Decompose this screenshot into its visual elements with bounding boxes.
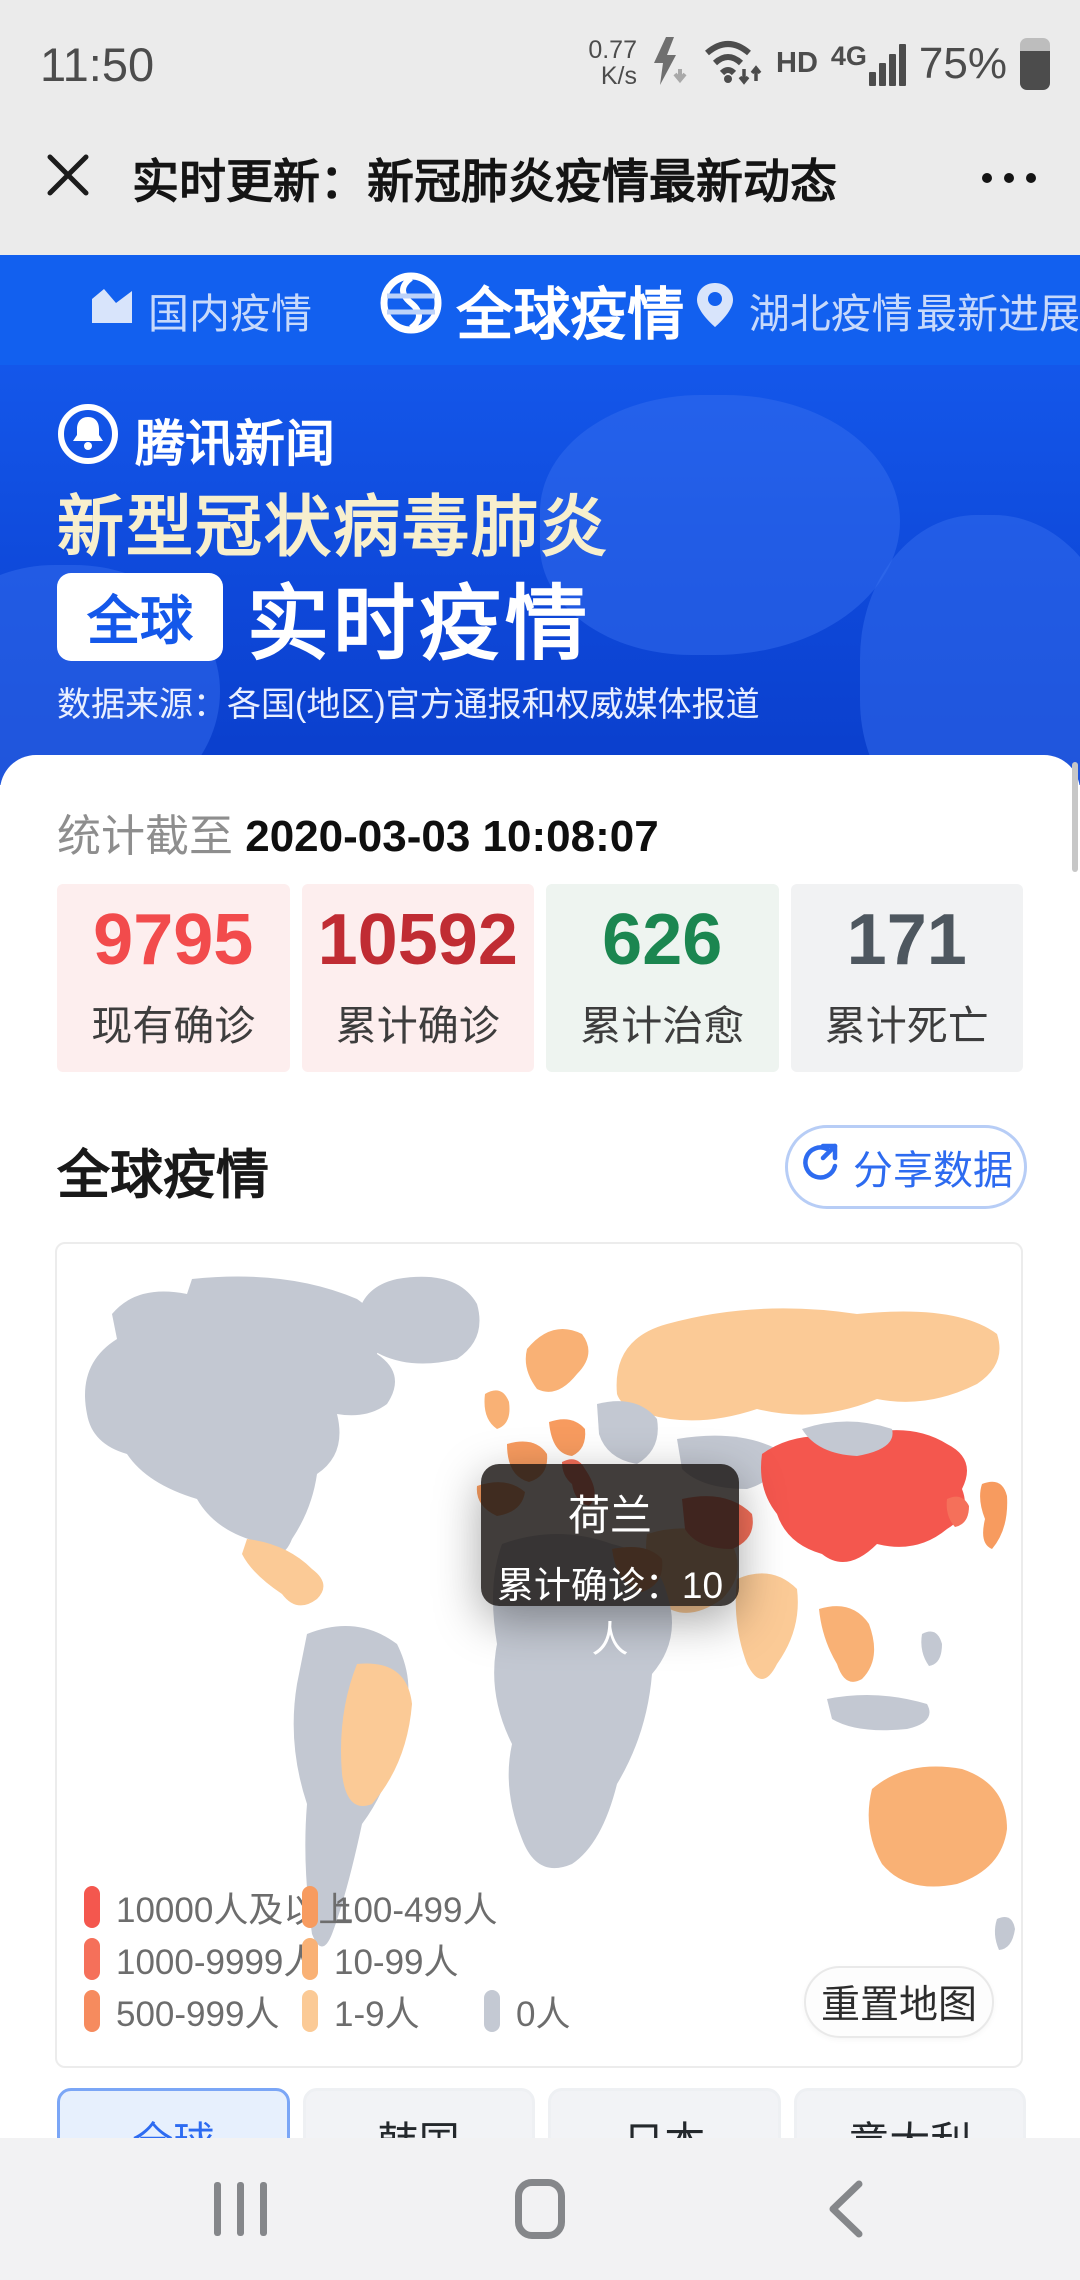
epidemic-nav: 国内疫情 全球疫情 湖北疫情 最新进展: [0, 255, 1080, 365]
scrollbar-thumb[interactable]: [1072, 762, 1078, 872]
browser-title-bar: 实时更新：新冠肺炎疫情最新动态: [0, 100, 1080, 255]
stat-value: 9795: [93, 900, 254, 980]
tencent-news-icon: [57, 403, 119, 477]
pin-icon: [695, 281, 735, 339]
legend-item: 1-9人: [302, 1986, 484, 2036]
tooltip-detail: 累计确诊：10人: [496, 1565, 724, 1660]
summary-stat-cards: 9795 现有确诊 10592 累计确诊 626 累计治愈 171 累计死亡: [57, 884, 1023, 1072]
page-title: 实时更新：新冠肺炎疫情最新动态: [132, 155, 837, 208]
stat-value: 626: [602, 900, 723, 980]
nav-domestic[interactable]: 国内疫情: [90, 280, 312, 340]
clock: 11:50: [40, 38, 155, 91]
legend-item: 10-99人: [302, 1934, 484, 1984]
section-title-global: 全球疫情: [57, 1146, 269, 1205]
stat-value: 171: [846, 900, 967, 980]
brand-name: 腾讯新闻: [135, 416, 335, 472]
stat-label: 累计治愈: [580, 1003, 745, 1049]
legend-item: 0人: [484, 1986, 614, 2036]
battery-percent: 75%: [918, 38, 1007, 88]
map-legend: 10000人及以上 100-499人 1000-9999人 10-99人 500…: [84, 1882, 614, 2036]
stat-label: 累计确诊: [335, 1003, 500, 1049]
net-speed: 0.77 K/s: [588, 36, 637, 90]
hero-banner: 腾讯新闻 新型冠状病毒肺炎 全球 实时疫情 数据来源：各国(地区)官方通报和权威…: [0, 365, 1080, 785]
stat-card-total-deaths: 171 累计死亡: [790, 884, 1023, 1072]
legend-item: 10000人及以上: [84, 1882, 353, 1932]
hero-headline: 新型冠状病毒肺炎: [57, 490, 609, 565]
wifi-icon: [701, 35, 763, 92]
data-source-note: 数据来源：各国(地区)官方通报和权威媒体报道: [57, 686, 760, 724]
stat-label: 现有确诊: [91, 1003, 256, 1049]
share-circle-arrow-icon: [799, 1140, 843, 1194]
battery-icon: [1020, 37, 1050, 90]
reset-map-button[interactable]: 重置地图: [804, 1966, 994, 2038]
stats-timestamp: 统计截至 2020-03-03 10:08:07: [57, 812, 659, 861]
hero-headline2: 实时疫情: [247, 579, 592, 670]
hd-badge: HD: [776, 47, 818, 79]
tooltip-country: 荷兰: [567, 1492, 652, 1539]
home-icon[interactable]: [515, 2179, 565, 2239]
signal-bars-icon: 4G: [831, 41, 906, 86]
more-menu-icon[interactable]: [982, 172, 1036, 183]
nav-hubei[interactable]: 湖北疫情: [695, 280, 913, 340]
stat-value: 10592: [317, 900, 518, 980]
legend-item: 1000-9999人: [84, 1934, 318, 1984]
stat-label: 累计死亡: [824, 1003, 989, 1049]
map-tooltip: 荷兰 累计确诊：10人: [481, 1464, 739, 1660]
stat-card-existing-confirmed: 9795 现有确诊: [57, 884, 290, 1072]
stat-card-total-confirmed: 10592 累计确诊: [301, 884, 534, 1072]
nav-latest[interactable]: 最新进展: [916, 291, 1080, 337]
nav-global[interactable]: 全球疫情: [380, 269, 684, 351]
system-nav-bar: [0, 2138, 1080, 2280]
globe-icon: [380, 272, 442, 348]
top-header: 11:50 0.77 K/s HD 4G 75%: [0, 0, 1080, 255]
chart-icon: [90, 285, 134, 335]
recents-icon[interactable]: [214, 2182, 267, 2236]
share-data-button[interactable]: 分享数据: [785, 1125, 1027, 1209]
legend-item: 500-999人: [84, 1986, 302, 2036]
legend-item: 100-499人: [302, 1882, 497, 1932]
brand-logo: 腾讯新闻: [57, 403, 335, 477]
scope-badge: 全球: [57, 572, 223, 661]
lightning-icon: [650, 35, 688, 92]
status-bar: 11:50 0.77 K/s HD 4G 75%: [0, 0, 1080, 100]
stat-card-total-cured: 626 累计治愈: [546, 884, 779, 1072]
close-icon[interactable]: [44, 151, 92, 204]
back-icon[interactable]: [825, 2180, 865, 2243]
world-map-panel: 荷兰 累计确诊：10人 10000人及以上 100-499人 1000-9999…: [55, 1242, 1023, 2068]
